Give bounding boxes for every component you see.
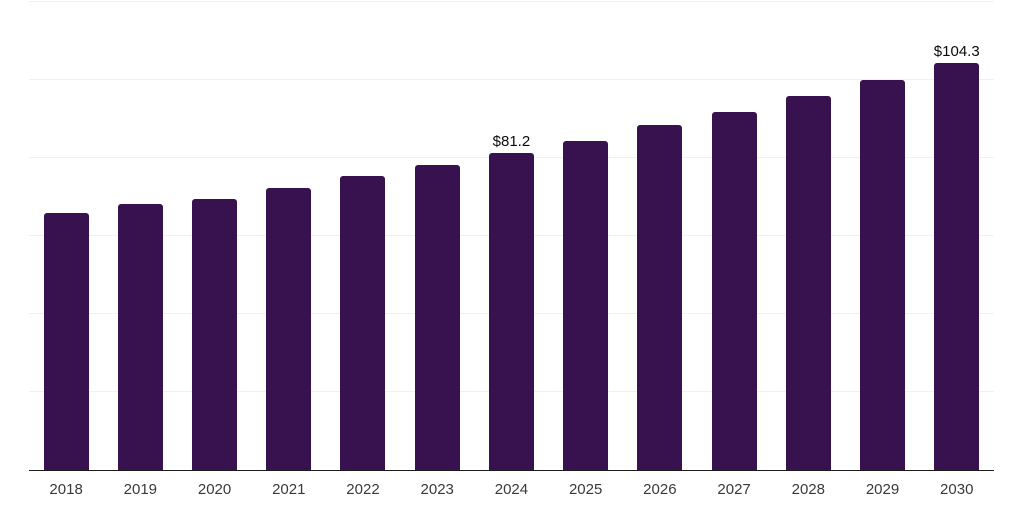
bar-cell-2030: $104.3: [933, 2, 980, 470]
bar-2018: [43, 212, 89, 470]
x-tick-2030: 2030: [940, 481, 974, 498]
x-tick-2025: 2025: [568, 481, 603, 498]
x-tick-2019: 2019: [123, 481, 158, 498]
bar-cell-2029: [860, 2, 906, 470]
x-tick-2026: 2026: [643, 481, 677, 498]
bar-cell-2026: [637, 2, 683, 470]
bar-cell-2020: [192, 2, 238, 470]
bar-2030: [934, 63, 980, 470]
bar-2025: [563, 140, 609, 470]
x-tick-2021: 2021: [272, 481, 306, 498]
bar-cell-2028: [785, 2, 831, 470]
x-axis: 2018 2019 2020 2021 2022 2023 2024 2025 2026 2027…: [29, 479, 994, 501]
x-tick-2020: 2020: [197, 481, 232, 498]
plot-area: $81.2 $104.3: [29, 1, 994, 471]
bar-2029: [860, 80, 906, 470]
bar-2019: [117, 203, 163, 470]
bar-2027: [711, 111, 757, 470]
x-tick-2027: 2027: [717, 481, 751, 498]
bar-2024: [488, 153, 534, 470]
bar-2023: [414, 165, 460, 470]
bar-cell-2018: [43, 2, 89, 470]
bar-2021: [266, 187, 312, 470]
bar-cell-2024: $81.2: [488, 2, 534, 470]
x-tick-2029: 2029: [865, 481, 900, 498]
x-tick-2023: 2023: [420, 481, 454, 498]
data-label-2024: $81.2: [492, 133, 531, 151]
x-tick-2022: 2022: [346, 481, 380, 498]
bar-2022: [340, 176, 386, 470]
bar-cell-2021: [266, 2, 312, 470]
bar-cell-2027: [711, 2, 757, 470]
data-label-2030: $104.3: [933, 43, 980, 61]
bar-2020: [192, 198, 238, 470]
bar-2026: [637, 125, 683, 470]
bar-cell-2019: [117, 2, 163, 470]
bar-cell-2025: [563, 2, 609, 470]
bar-2028: [785, 95, 831, 470]
x-tick-2024: 2024: [494, 481, 529, 498]
bar-cell-2023: [414, 2, 460, 470]
x-tick-2028: 2028: [791, 481, 825, 498]
x-tick-2018: 2018: [49, 481, 83, 498]
bar-cell-2022: [340, 2, 386, 470]
